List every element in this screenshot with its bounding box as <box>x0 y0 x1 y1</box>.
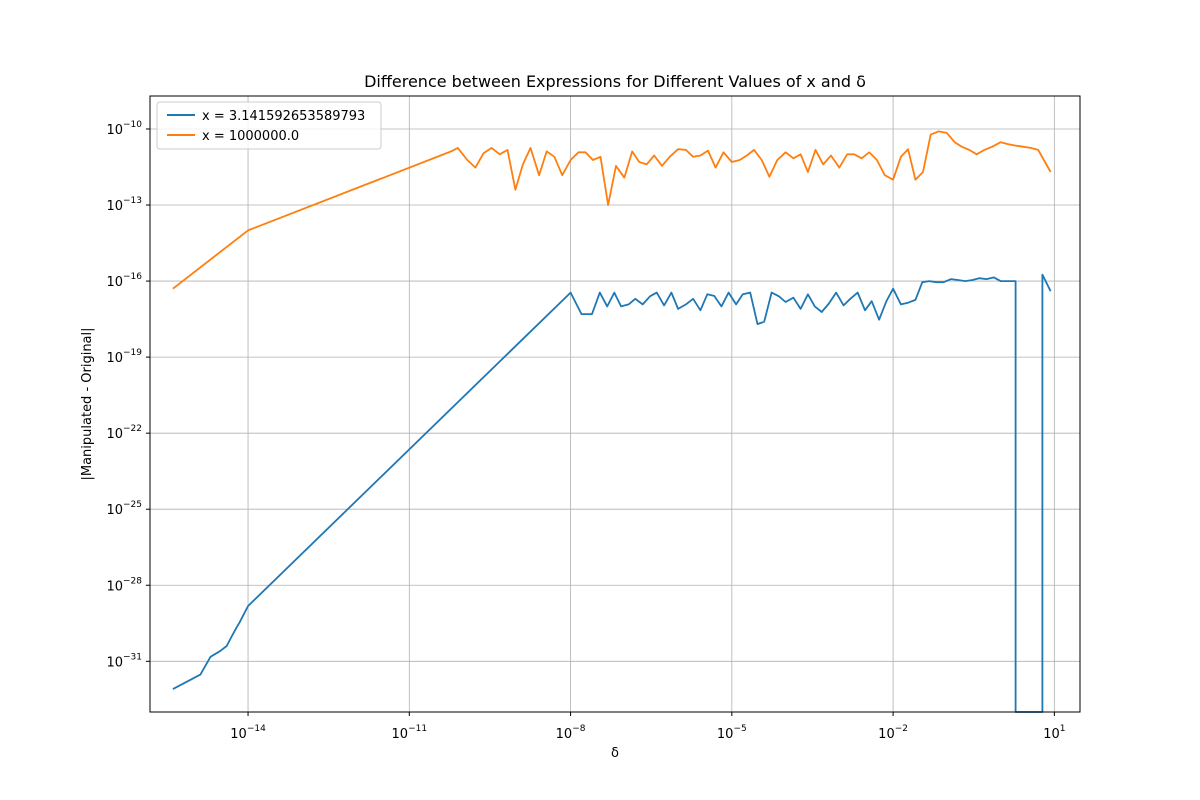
y-axis-ticks: 10−31 10−28 10−25 10−22 10−19 10−16 10−13 10−10 <box>106 120 150 670</box>
series-layer <box>172 130 1052 713</box>
x-tick-label-3: 10−5 <box>717 724 747 742</box>
chart-title: Difference between Expressions for Diffe… <box>364 72 866 91</box>
y-axis-label: |Manipulated - Original| <box>80 327 95 480</box>
x-tick-label-0: 10−14 <box>230 724 266 742</box>
grid-lines <box>150 96 1080 712</box>
y-tick-label-2: 10−25 <box>106 500 142 518</box>
y-tick-label-6: 10−13 <box>106 196 142 214</box>
legend-box <box>156 101 382 150</box>
y-tick-label-5: 10−16 <box>106 272 142 290</box>
plot-area-frame <box>149 95 1081 713</box>
series-line-2 <box>172 130 1052 290</box>
legend-label-series-1: x = 3.141592653589793 <box>202 109 365 124</box>
x-axis-label: δ <box>611 746 619 761</box>
y-tick-label-0: 10−31 <box>106 652 142 670</box>
legend: x = 3.141592653589793 x = 1000000.0 <box>156 101 382 150</box>
x-tick-label-2: 10−8 <box>556 724 586 742</box>
y-tick-label-7: 10−10 <box>106 120 142 138</box>
x-tick-label-1: 10−11 <box>392 724 428 742</box>
x-axis-ticks: 10−14 10−11 10−8 10−5 10−2 101 <box>230 712 1065 742</box>
y-tick-label-1: 10−28 <box>106 576 142 594</box>
x-tick-label-4: 10−2 <box>878 724 908 742</box>
x-tick-label-5: 101 <box>1043 724 1065 742</box>
legend-label-series-2: x = 1000000.0 <box>202 129 299 144</box>
y-tick-label-3: 10−22 <box>106 424 142 442</box>
series-line-1 <box>172 273 1052 713</box>
y-tick-label-4: 10−19 <box>106 348 142 366</box>
